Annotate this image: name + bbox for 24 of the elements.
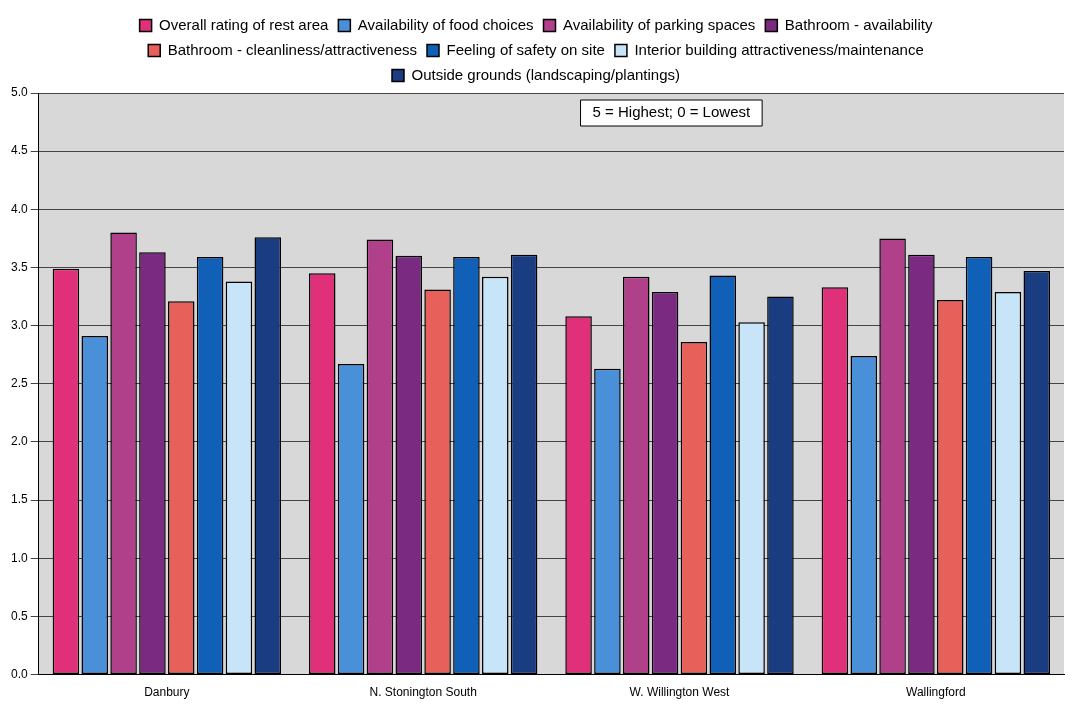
x-tick-label: Wallingford xyxy=(906,685,966,700)
legend-label: Interior building attractiveness/maintenance xyxy=(634,40,924,58)
y-tick-label: 2.5 xyxy=(10,376,28,391)
y-tick-label: 1.5 xyxy=(10,492,28,507)
y-tick-label: 3.0 xyxy=(10,317,28,332)
y-tick-label: 1.0 xyxy=(10,550,28,565)
legend-label: Outside grounds (landscaping/plantings) xyxy=(411,65,680,83)
x-tick-label: Danbury xyxy=(144,685,190,700)
legend-label: Feeling of safety on site xyxy=(446,40,605,58)
y-tick-label: 2.0 xyxy=(10,434,28,449)
y-tick-label: 0.5 xyxy=(10,608,28,623)
legend-label: Availability of parking spaces xyxy=(563,15,756,33)
y-tick-label: 4.5 xyxy=(10,143,28,158)
annotation: 5 = Highest; 0 = Lowest xyxy=(592,103,751,121)
y-tick-label: 3.5 xyxy=(10,259,28,274)
legend-label: Availability of food choices xyxy=(357,15,534,33)
y-tick-label: 4.0 xyxy=(10,201,28,216)
y-tick-label: 0.0 xyxy=(10,666,28,681)
legend-label: Overall rating of rest area xyxy=(159,15,330,33)
legend-label: Bathroom - availability xyxy=(784,15,933,33)
x-tick-label: N. Stonington South xyxy=(369,685,477,700)
legend-label: Bathroom - cleanliness/attractiveness xyxy=(167,40,418,58)
x-tick-label: W. Willington West xyxy=(629,685,731,700)
y-tick-label: 5.0 xyxy=(10,85,28,100)
